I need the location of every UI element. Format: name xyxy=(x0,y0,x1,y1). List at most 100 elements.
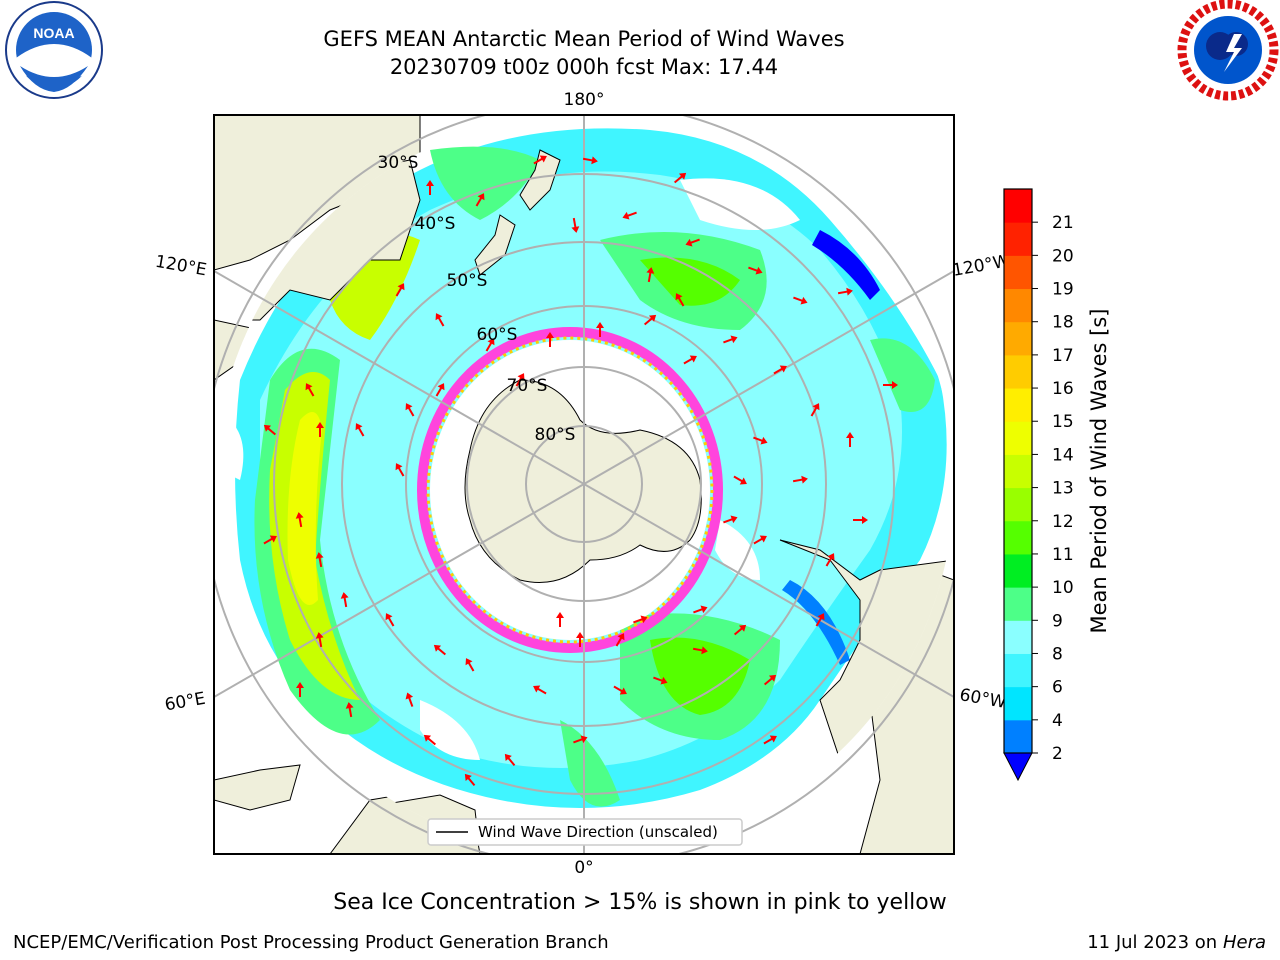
wave-direction-arrow xyxy=(846,432,854,447)
lon-label-120e: 120°E xyxy=(154,252,208,281)
wave-direction-arrow xyxy=(615,633,625,647)
colorbar-segment xyxy=(1004,719,1032,754)
wave-direction-arrow xyxy=(435,313,445,327)
colorbar-tick-label: 13 xyxy=(1052,479,1074,499)
lon-label-0: 0° xyxy=(574,858,593,878)
colorbar-tick-label: 16 xyxy=(1052,379,1074,399)
colorbar-tick-label: 2 xyxy=(1052,744,1063,764)
colorbar-segment xyxy=(1004,354,1032,389)
colorbar-tick-label: 12 xyxy=(1052,512,1074,532)
wave-direction-arrow xyxy=(733,475,747,485)
lon-label-60e: 60°E xyxy=(163,689,207,716)
wave-direction-arrow xyxy=(825,553,835,567)
wave-direction-arrow xyxy=(613,685,627,695)
lat-label-60s: 60°S xyxy=(477,325,518,345)
colorbar-tick-label: 18 xyxy=(1052,313,1074,333)
wave-direction-arrow xyxy=(305,383,315,397)
wave-direction-arrow xyxy=(733,624,747,636)
lat-label-80s: 80°S xyxy=(535,425,576,445)
map-title: GEFS MEAN Antarctic Mean Period of Wind … xyxy=(323,27,845,51)
credit-text: NCEP/EMC/Verification Post Processing Pr… xyxy=(13,932,609,953)
colorbar-tick-label: 4 xyxy=(1052,711,1063,731)
colorbar-tick-label: 11 xyxy=(1052,545,1074,565)
wave-direction-arrow xyxy=(693,605,708,614)
wave-direction-arrow xyxy=(692,646,708,655)
wave-direction-arrow xyxy=(426,180,434,195)
colorbar-segment xyxy=(1004,487,1032,522)
wave-direction-arrow xyxy=(723,515,738,524)
date-label: 11 Jul 2023 on xyxy=(1087,932,1218,953)
wave-direction-arrow xyxy=(748,266,763,275)
colorbar-extend-arrow xyxy=(1003,752,1033,782)
map-frame xyxy=(213,114,955,855)
wave-direction-arrow xyxy=(465,658,475,672)
wave-direction-arrow xyxy=(533,155,547,165)
colorbar-segment xyxy=(1004,653,1032,688)
colorbar-tick-label: 17 xyxy=(1052,346,1074,366)
wave-direction-arrow xyxy=(340,592,349,608)
wave-direction-arrow xyxy=(576,632,584,647)
wave-direction-arrow xyxy=(582,156,598,165)
wave-direction-arrow xyxy=(316,422,324,437)
wave-direction-arrow xyxy=(753,535,767,545)
colorbar-segment xyxy=(1004,421,1032,455)
colorbar-tick-label: 20 xyxy=(1052,246,1074,266)
wave-direction-arrow xyxy=(504,753,516,767)
wave-direction-arrow xyxy=(405,403,415,417)
wind-wave-arrows xyxy=(263,155,898,787)
colorbar-tick-label: 10 xyxy=(1052,578,1074,598)
colorbar-segment xyxy=(1004,189,1032,223)
wave-direction-arrow xyxy=(643,314,657,326)
wave-direction-arrow xyxy=(515,373,525,387)
wave-direction-arrow xyxy=(433,644,447,656)
colorbar-segment xyxy=(1004,321,1032,356)
wave-direction-arrow xyxy=(810,403,820,417)
svg-text:NOAA: NOAA xyxy=(33,25,74,41)
wave-direction-arrow xyxy=(815,613,825,627)
wave-direction-arrow xyxy=(263,535,277,545)
wave-direction-arrow xyxy=(763,674,777,686)
colorbar-tick-label: 6 xyxy=(1052,678,1063,698)
wave-direction-arrow xyxy=(853,516,868,524)
colorbar-segment xyxy=(1004,388,1032,422)
wave-direction-arrow xyxy=(546,332,554,347)
colorbar-segment xyxy=(1004,553,1032,588)
wave-direction-arrow xyxy=(753,436,768,445)
map-area xyxy=(214,115,954,854)
colorbar-label: Mean Period of Wind Waves [s] xyxy=(1087,309,1111,634)
wave-direction-arrow xyxy=(475,193,485,207)
wave-direction-arrow xyxy=(395,283,405,297)
wave-direction-arrow xyxy=(837,287,853,296)
wave-direction-arrow xyxy=(792,475,808,484)
colorbar-segment xyxy=(1004,587,1032,621)
lat-label-50s: 50°S xyxy=(447,271,488,291)
wave-direction-arrow xyxy=(315,632,324,648)
wave-direction-arrow xyxy=(355,423,365,437)
wave-direction-arrow xyxy=(464,773,476,787)
wave-direction-arrow xyxy=(646,267,655,283)
colorbar-tick-label: 14 xyxy=(1052,445,1074,465)
wave-direction-arrow xyxy=(485,338,495,352)
wave-direction-arrow xyxy=(685,238,700,247)
nws-logo xyxy=(1176,0,1280,108)
wave-direction-arrow xyxy=(683,355,697,365)
wave-direction-arrow xyxy=(295,512,304,528)
colorbar-tick-label: 9 xyxy=(1052,611,1063,631)
sea-ice-note: Sea Ice Concentration > 15% is shown in … xyxy=(333,890,947,915)
colorbar: 2 4 6 8 9 10 11 12 13 14 15 16 17 18 19 20 21 Mean Perio… xyxy=(1003,188,1111,782)
wave-direction-arrow xyxy=(633,615,648,624)
wave-direction-arrow xyxy=(573,735,588,744)
colorbar-segment xyxy=(1004,686,1032,721)
legend: Wind Wave Direction (unscaled) xyxy=(427,818,743,846)
wave-direction-arrow xyxy=(263,424,277,436)
lon-label-120w: 120°W xyxy=(951,251,1012,281)
lat-label-40s: 40°S xyxy=(415,214,456,234)
colorbar-segment xyxy=(1004,288,1032,323)
wave-direction-arrow xyxy=(395,463,405,477)
wave-direction-arrow xyxy=(653,676,668,685)
lon-label-60w: 60°W xyxy=(958,685,1008,713)
wave-direction-arrow xyxy=(723,335,738,344)
wave-direction-arrow xyxy=(571,217,580,233)
wave-direction-arrow xyxy=(423,734,437,746)
